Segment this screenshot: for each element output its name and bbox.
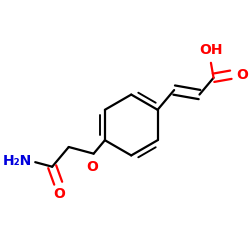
Text: OH: OH bbox=[199, 43, 223, 57]
Text: O: O bbox=[54, 188, 65, 202]
Text: O: O bbox=[237, 68, 248, 82]
Text: O: O bbox=[86, 160, 99, 173]
Text: H₂N: H₂N bbox=[2, 154, 32, 168]
